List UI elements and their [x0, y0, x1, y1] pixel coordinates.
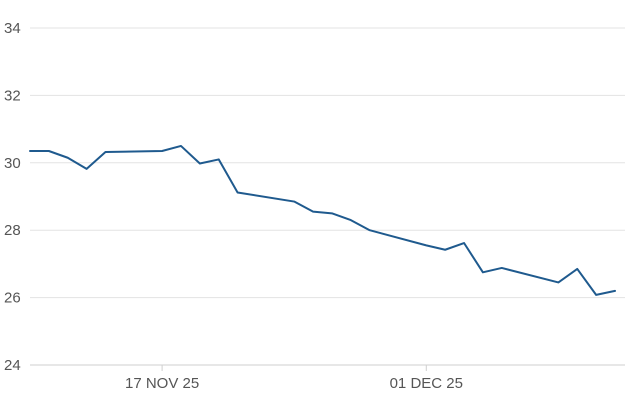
y-tick-label: 26 [4, 290, 21, 307]
series-line [29, 144, 616, 296]
x-tick-label: 17 NOV 25 [125, 375, 199, 392]
grid-layer [30, 27, 625, 299]
y-tick-label: 34 [4, 20, 21, 37]
label-layer: 24 26 28 30 32 34 17 NOV 25 01 DEC 25 [4, 20, 463, 392]
axis-layer [30, 364, 625, 371]
y-tick-label: 32 [4, 87, 21, 104]
y-tick-label: 28 [4, 222, 21, 239]
y-tick-label: 30 [4, 155, 21, 172]
y-tick-label: 24 [4, 357, 21, 374]
series-layer [29, 144, 616, 296]
x-tick-label: 01 DEC 25 [390, 375, 463, 392]
